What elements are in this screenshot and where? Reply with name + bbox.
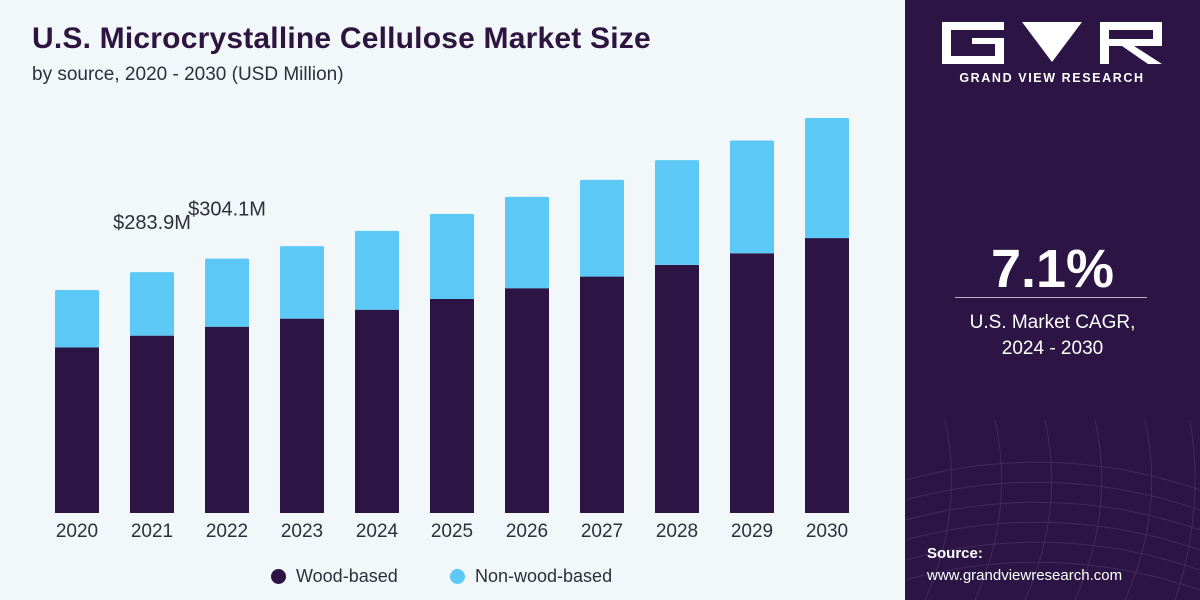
- x-tick-label-2023: 2023: [281, 521, 323, 542]
- x-tick-label-2021: 2021: [131, 521, 173, 542]
- source-heading: Source:: [927, 545, 983, 562]
- x-tick-label-2027: 2027: [581, 521, 623, 542]
- x-tick-label-2029: 2029: [731, 521, 773, 542]
- chart-panel: U.S. Microcrystalline Cellulose Market S…: [0, 0, 905, 600]
- cagr-period: 2024 - 2030: [1001, 338, 1104, 359]
- bar-wood-based-2029: [730, 253, 774, 514]
- bar-non-wood-based-2023: [280, 246, 324, 319]
- bar-wood-based-2020: [55, 347, 99, 513]
- bar-wood-based-2024: [355, 309, 399, 513]
- grand-view-research-logo: GRAND VIEW RESEARCH: [942, 22, 1162, 85]
- bar-non-wood-based-2020: [55, 290, 99, 348]
- x-tick-label-2028: 2028: [656, 521, 698, 542]
- chart-subtitle: by source, 2020 - 2030 (USD Million): [32, 64, 344, 85]
- chart-title: U.S. Microcrystalline Cellulose Market S…: [32, 22, 651, 55]
- x-tick-label-2020: 2020: [56, 521, 98, 542]
- cagr-divider: [955, 297, 1147, 298]
- legend-label-wood-based: Wood-based: [296, 565, 398, 586]
- bar-non-wood-based-2028: [655, 160, 699, 265]
- bar-non-wood-based-2024: [355, 230, 399, 310]
- bar-non-wood-based-2021: [130, 272, 174, 336]
- x-tick-label-2030: 2030: [806, 521, 848, 542]
- x-tick-label-2024: 2024: [356, 521, 399, 542]
- bar-non-wood-based-2025: [430, 213, 474, 299]
- bar-non-wood-based-2029: [730, 140, 774, 254]
- bar-non-wood-based-2022: [205, 258, 249, 327]
- bar-non-wood-based-2030: [805, 118, 849, 239]
- bar-wood-based-2028: [655, 264, 699, 513]
- bar-chart: 2020 2021 2022 2023 2024 2025 2026 2027 2028 2029…: [55, 118, 849, 542]
- legend-swatch-wood-based: [271, 568, 286, 584]
- cagr-label: U.S. Market CAGR,: [969, 312, 1136, 333]
- side-panel: GRAND VIEW RESEARCH 7.1% U.S. Market CAG…: [905, 0, 1200, 600]
- x-tick-label-2026: 2026: [506, 521, 548, 542]
- data-label-2021: $283.9M: [113, 212, 191, 234]
- bar-wood-based-2022: [205, 326, 249, 513]
- data-label-2022: $304.1M: [188, 199, 266, 221]
- bar-wood-based-2026: [505, 288, 549, 513]
- legend-label-non-wood-based: Non-wood-based: [475, 565, 613, 586]
- x-tick-label-2025: 2025: [431, 521, 473, 542]
- bar-wood-based-2027: [580, 276, 624, 513]
- source-link[interactable]: www.grandviewresearch.com: [927, 567, 1123, 584]
- mesh-background-graphic: [905, 420, 1200, 600]
- legend-item-non-wood-based: Non-wood-based: [450, 566, 612, 586]
- bar-wood-based-2023: [280, 318, 324, 513]
- brand-name: GRAND VIEW RESEARCH: [959, 71, 1144, 85]
- bar-wood-based-2025: [430, 298, 474, 513]
- x-tick-label-2022: 2022: [206, 521, 248, 542]
- bar-non-wood-based-2026: [505, 196, 549, 289]
- cagr-value: 7.1%: [990, 239, 1115, 299]
- legend-swatch-non-wood-based: [450, 568, 465, 584]
- legend-item-wood-based: Wood-based: [271, 566, 398, 586]
- bar-wood-based-2030: [805, 238, 849, 513]
- bar-non-wood-based-2027: [580, 179, 624, 277]
- bar-wood-based-2021: [130, 335, 174, 513]
